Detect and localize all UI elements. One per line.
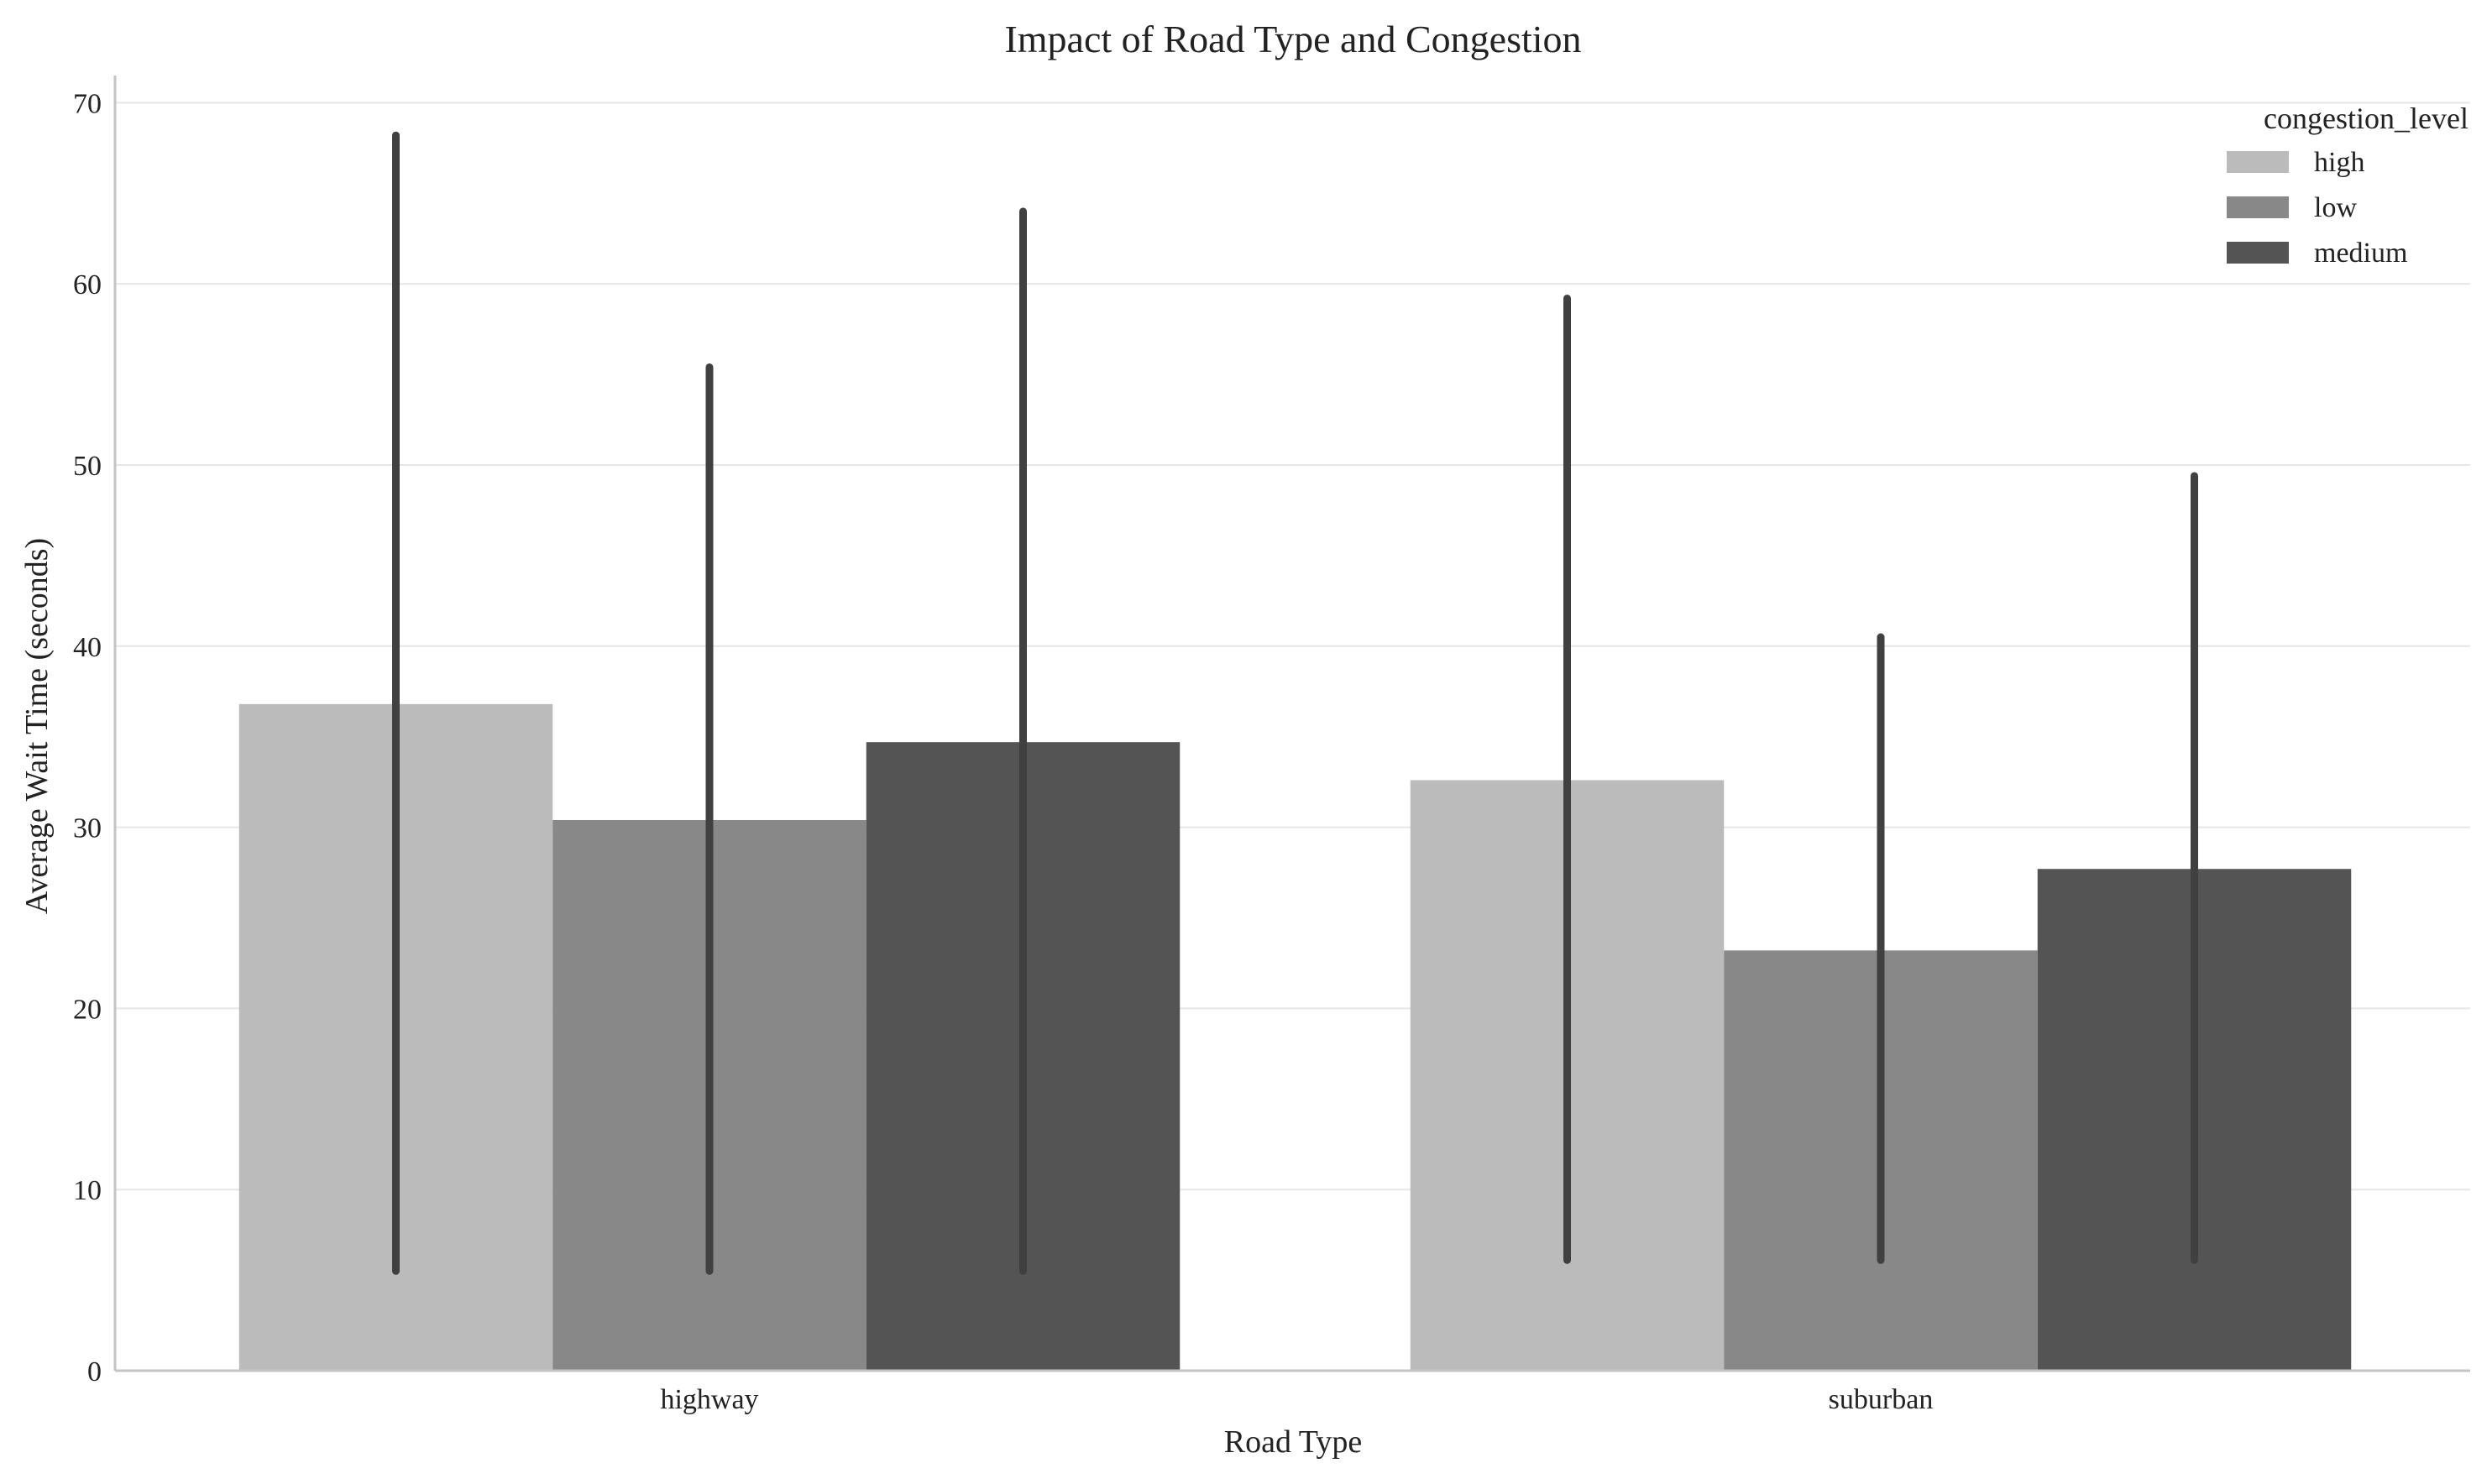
y-tick-label: 60 — [73, 269, 102, 300]
legend: congestion_level high low medium — [2227, 102, 2468, 269]
legend-label-high: high — [2314, 147, 2364, 178]
legend-label-medium: medium — [2314, 238, 2407, 269]
legend-swatch-medium — [2227, 242, 2289, 264]
y-tick-label: 70 — [73, 88, 102, 119]
y-tick-label: 10 — [73, 1175, 102, 1206]
y-tick-label: 0 — [87, 1356, 102, 1387]
tick-labels: 0 10 20 30 40 50 60 70 highway suburban — [73, 88, 1933, 1415]
x-tick-label: highway — [660, 1384, 758, 1415]
x-axis-title: Road Type — [1224, 1424, 1362, 1460]
chart-title: Impact of Road Type and Congestion — [1004, 18, 1581, 60]
y-tick-label: 20 — [73, 994, 102, 1025]
error-bars — [392, 131, 2198, 1275]
y-tick-label: 50 — [73, 451, 102, 482]
axes — [113, 76, 2470, 1372]
y-tick-label: 40 — [73, 632, 102, 663]
x-tick-label: suburban — [1829, 1384, 1934, 1415]
legend-title: congestion_level — [2264, 102, 2468, 135]
y-axis-title: Average Wait Time (seconds) — [19, 538, 55, 914]
legend-swatch-low — [2227, 196, 2289, 218]
legend-label-low: low — [2314, 192, 2357, 223]
legend-swatch-high — [2227, 151, 2289, 173]
y-tick-label: 30 — [73, 813, 102, 844]
